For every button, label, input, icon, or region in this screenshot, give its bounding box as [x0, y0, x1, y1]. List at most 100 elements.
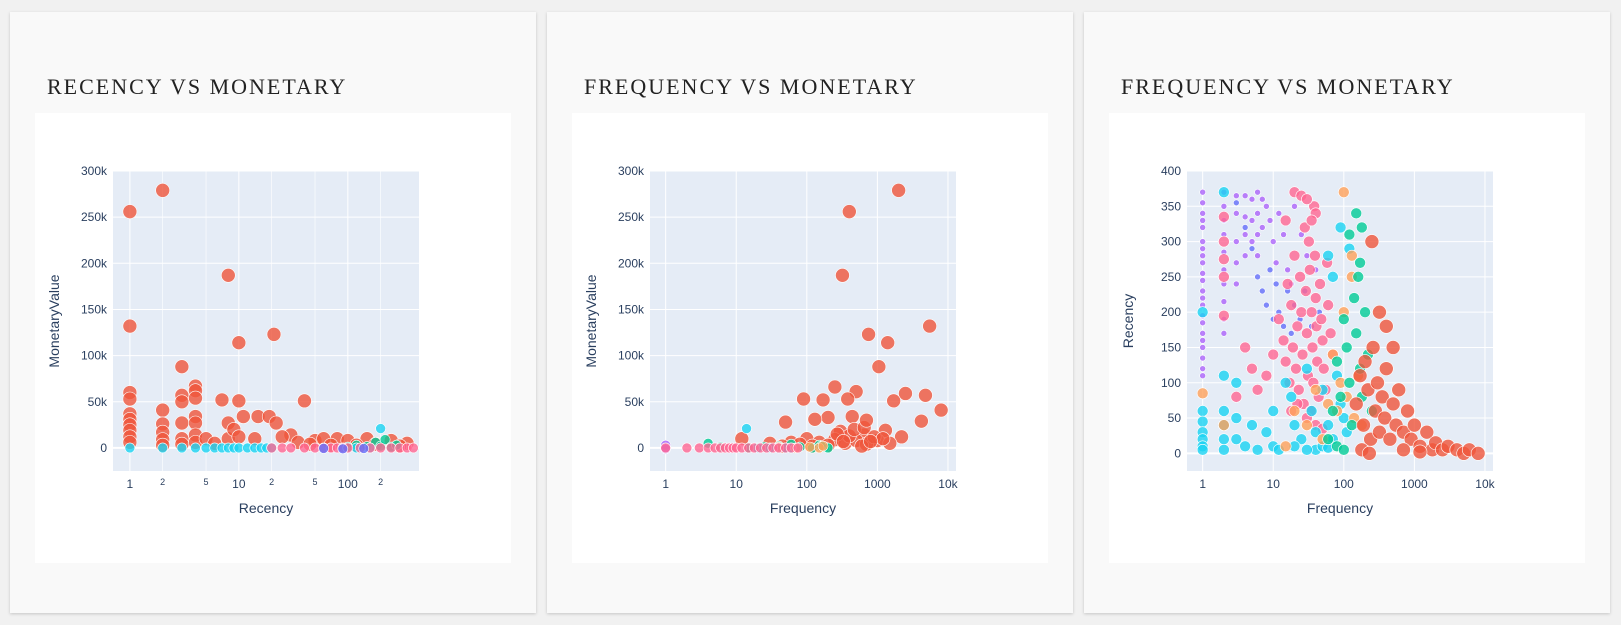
- data-point: [796, 391, 811, 407]
- scatter-chart[interactable]: 0 50 100 150 200 250 300 350 400 1 10 100 1000 10k Fre…: [1109, 113, 1585, 563]
- data-point: [804, 441, 816, 453]
- data-point: [894, 429, 909, 445]
- data-point: [1288, 405, 1301, 417]
- data-point: [1305, 214, 1318, 227]
- data-point: [1239, 440, 1251, 453]
- data-point: [1296, 348, 1309, 361]
- data-point: [379, 434, 391, 445]
- data-point: [1364, 234, 1380, 249]
- data-point: [231, 429, 247, 445]
- x-tick-label: 10: [730, 477, 744, 491]
- x-tick-label: 5: [313, 477, 318, 487]
- data-point: [1279, 355, 1292, 368]
- data-series: [734, 183, 949, 454]
- y-tick-label: 150: [1161, 340, 1181, 354]
- data-point: [1196, 387, 1209, 400]
- data-point: [1218, 309, 1230, 322]
- data-point: [1419, 424, 1435, 440]
- data-point: [1356, 221, 1368, 234]
- data-point: [1303, 235, 1315, 248]
- data-point: [1372, 304, 1387, 320]
- data-point: [871, 359, 887, 374]
- chart-card-1: RECENCY VS MONETARY 0 50k 100k 150k 200k 250k…: [10, 12, 536, 613]
- y-tick-label: 100k: [618, 349, 645, 363]
- data-point: [741, 423, 752, 434]
- data-point: [1275, 210, 1283, 217]
- scatter-chart[interactable]: 0 50k 100k 150k 200k 250k 300k 1 10 100 1000 10k Fre…: [572, 113, 1048, 563]
- x-tick-label: 5: [204, 477, 209, 487]
- data-point: [1304, 264, 1316, 276]
- data-point: [1300, 285, 1312, 297]
- data-point: [214, 392, 230, 408]
- data-point: [840, 391, 856, 407]
- data-point: [1269, 238, 1277, 245]
- scatter-chart[interactable]: 0 50k 100k 150k 200k 250k 300k 1 2 5 10 2 5 100 2 Recen…: [35, 113, 511, 563]
- data-point: [1199, 199, 1206, 207]
- data-point: [1322, 299, 1334, 311]
- data-point: [174, 394, 190, 410]
- x-tick-label: 1000: [864, 477, 891, 491]
- x-tick-label: 100: [797, 477, 817, 491]
- data-point: [1199, 330, 1206, 337]
- data-point: [1241, 213, 1249, 221]
- data-point: [1303, 252, 1311, 260]
- data-point: [778, 414, 793, 430]
- data-point: [1291, 320, 1304, 333]
- y-tick-label: 200: [1161, 305, 1181, 319]
- data-point: [1315, 313, 1328, 326]
- data-point: [1230, 433, 1243, 446]
- data-point: [1334, 391, 1347, 403]
- x-tick-label: 10k: [938, 477, 958, 491]
- data-point: [933, 402, 949, 418]
- data-point: [1301, 193, 1313, 206]
- data-point: [1324, 327, 1337, 340]
- data-point: [1272, 280, 1280, 288]
- data-point: [1301, 419, 1313, 431]
- data-point: [807, 412, 823, 427]
- data-point: [1259, 287, 1266, 295]
- x-axis-title: Recency: [239, 500, 293, 516]
- data-point: [266, 327, 282, 342]
- x-tick-label: 10k: [1475, 477, 1495, 491]
- data-point: [1230, 391, 1243, 403]
- data-point: [1370, 375, 1385, 391]
- data-point: [1218, 433, 1230, 446]
- data-point: [875, 431, 891, 446]
- data-point: [231, 393, 247, 409]
- data-point: [1199, 259, 1206, 267]
- data-point: [1301, 444, 1313, 456]
- data-point: [1352, 271, 1365, 283]
- data-point: [1357, 354, 1373, 369]
- data-point: [268, 415, 284, 431]
- data-point: [1266, 266, 1274, 274]
- data-point: [1230, 412, 1243, 424]
- data-point: [1288, 419, 1301, 431]
- data-point: [299, 442, 310, 454]
- data-point: [918, 388, 933, 403]
- data-point: [1348, 396, 1364, 412]
- data-point: [1287, 330, 1295, 337]
- data-point: [1248, 245, 1256, 252]
- data-point: [681, 442, 693, 454]
- data-point: [1220, 298, 1228, 305]
- plot-area: 0 50k 100k 150k 200k 250k 300k 1 10 100 1000 10k Fre…: [572, 113, 1048, 563]
- plot-background: [650, 171, 956, 471]
- data-point: [1322, 419, 1334, 431]
- data-point: [1309, 249, 1321, 262]
- data-point: [266, 442, 277, 454]
- data-point: [817, 440, 829, 452]
- data-point: [1218, 405, 1230, 417]
- y-axis-title: MonetaryValue: [583, 274, 599, 367]
- data-point: [1254, 231, 1261, 238]
- y-tick-label: 300: [1161, 235, 1181, 249]
- data-point: [1346, 249, 1358, 262]
- data-point: [122, 204, 138, 219]
- data-point: [841, 204, 857, 219]
- y-axis-title: Recency: [1120, 294, 1136, 348]
- data-point: [174, 359, 190, 374]
- data-point: [1248, 195, 1256, 203]
- data-point: [220, 268, 236, 283]
- data-point: [1281, 278, 1294, 290]
- data-point: [1352, 368, 1368, 384]
- data-point: [1233, 199, 1240, 207]
